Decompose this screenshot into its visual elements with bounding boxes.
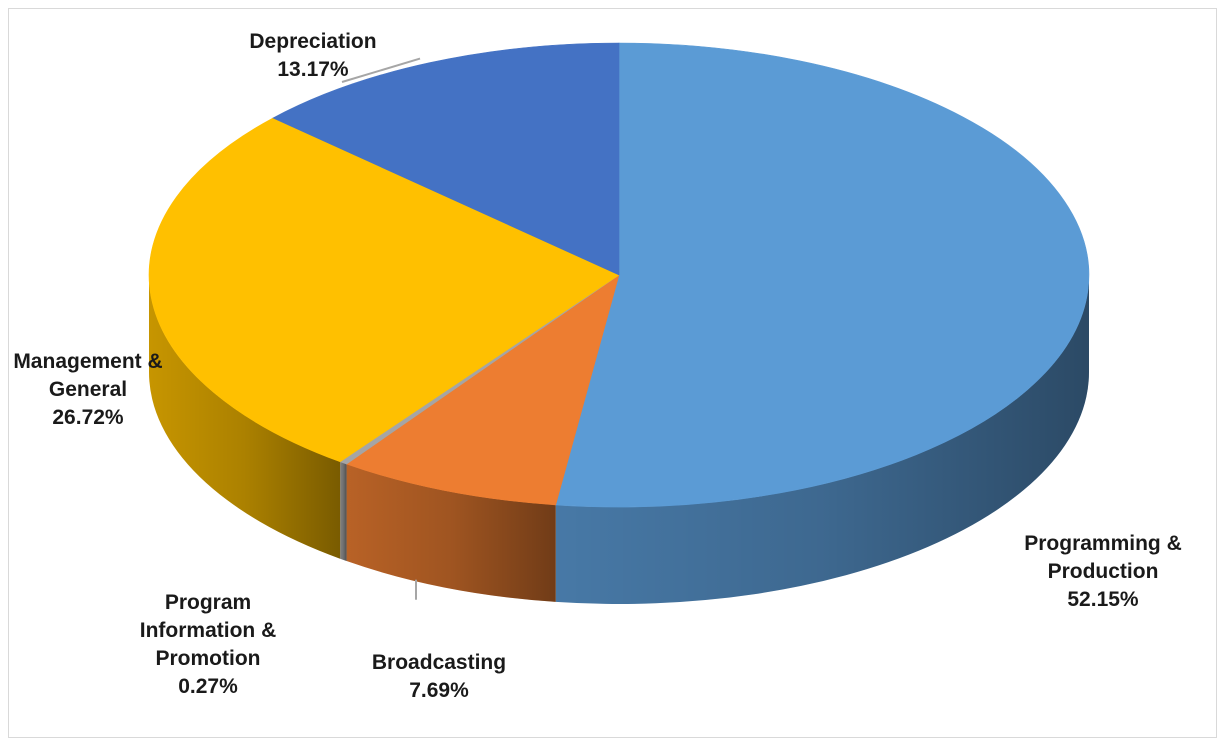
slice-name-label-3: Management & [13, 350, 162, 373]
pie-slice-1 [345, 274, 620, 506]
pie-chart: Programming & Production 52.15% Broadcastin… [13, 30, 1181, 702]
slice-name-label-2: Information & [140, 619, 277, 642]
leader-lines [341, 57, 421, 600]
leader-line-depreciation [341, 57, 421, 83]
slice-name-label-1: Broadcasting [372, 651, 506, 674]
slice-name-label-4: Depreciation [249, 30, 376, 53]
chart-area: Programming & Production 52.15% Broadcastin… [8, 8, 1217, 738]
slice-name-label-2: Promotion [156, 647, 261, 670]
slice-value-label-2: 0.27% [178, 675, 238, 698]
slice-value-label-0: 52.15% [1067, 588, 1139, 611]
pie-side-shade-2 [340, 461, 347, 562]
slice-value-label-1: 7.69% [409, 679, 469, 702]
data-labels: Programming & Production 52.15% Broadcastin… [13, 30, 1181, 702]
slice-name-label-2: Program [165, 591, 251, 614]
pie-slice-0 [555, 42, 1090, 508]
pie-slice-4 [272, 42, 620, 276]
pie-slice-3 [148, 117, 620, 463]
pie-sides [149, 275, 1089, 605]
slice-name-label-0: Programming & [1024, 532, 1182, 555]
pie-side-shade-0 [555, 275, 1089, 605]
pie-tops [148, 42, 1090, 508]
pie-side-shade-3 [149, 275, 341, 559]
slice-value-label-3: 26.72% [52, 406, 124, 429]
slice-value-label-4: 13.17% [277, 58, 349, 81]
pie-side-shade-1 [346, 464, 556, 602]
slice-name-label-0: Production [1048, 560, 1159, 583]
slice-name-label-3: General [49, 378, 127, 401]
